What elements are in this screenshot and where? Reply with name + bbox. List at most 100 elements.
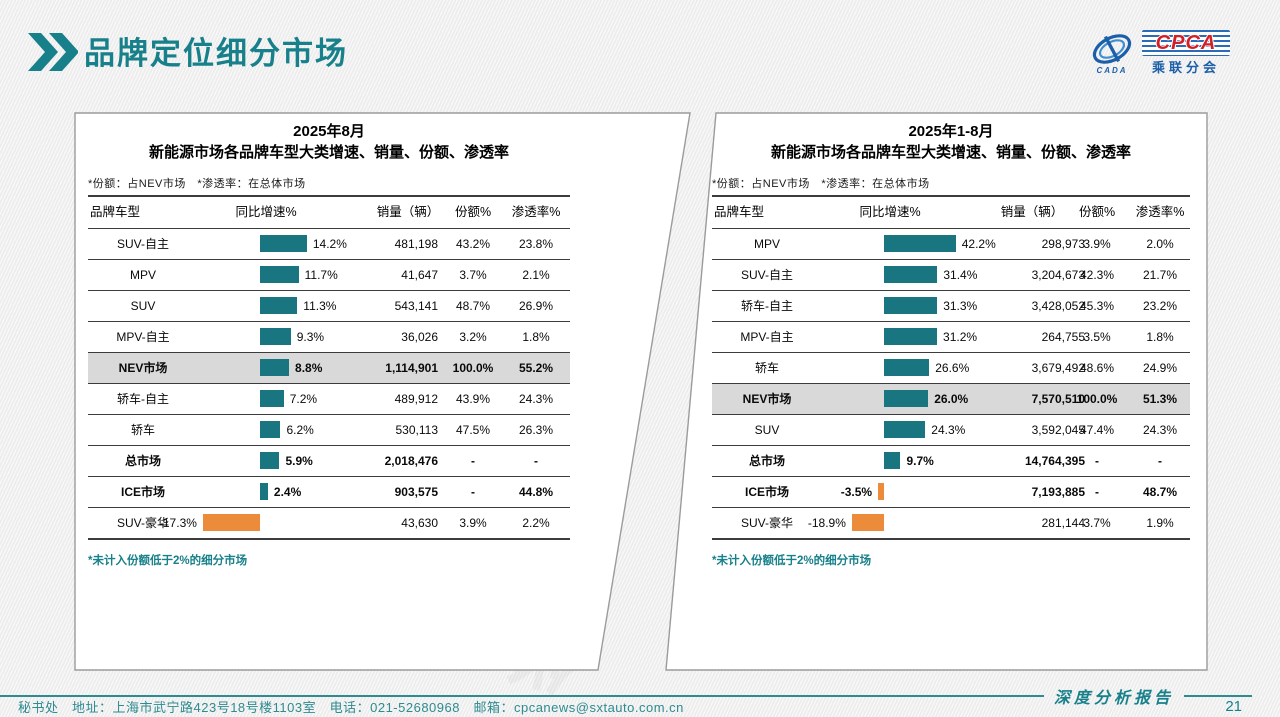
growth-bar [260, 266, 299, 283]
growth-bar [884, 297, 938, 314]
table-row: SUV 24.3% 3,592,045 47.4% 24.3% [712, 415, 1190, 446]
sales-value: 14,764,395 [1024, 454, 1085, 468]
table-title: 2025年8月 新能源市场各品牌车型大类增速、销量、份额、渗透率 [88, 121, 570, 163]
growth-value: 5.9% [285, 454, 313, 468]
table-row: 轿车 6.2% 530,113 47.5% 26.3% [88, 415, 570, 446]
cada-emblem-icon: CADA [1088, 31, 1136, 75]
table-row: ICE市场 -3.5% 7,193,885- 48.7% [712, 477, 1190, 508]
growth-bar [260, 328, 291, 345]
table-footnote: *未计入份额低于2%的细分市场 [712, 555, 872, 567]
growth-value: -3.5% [840, 485, 873, 499]
share-value: 48.6% [1079, 361, 1115, 375]
col-header-share: 份额% [454, 205, 492, 219]
growth-value: 14.2% [312, 237, 347, 251]
penetration-value: 26.9% [518, 299, 554, 313]
row-label: 轿车-自主 [741, 299, 793, 313]
table-title-line1: 2025年8月 [293, 123, 365, 140]
penetration-value: 23.8% [518, 237, 554, 251]
growth-value: 11.3% [303, 299, 337, 313]
growth-bar [884, 452, 901, 469]
table-row: NEV市场 26.0% 7,570,510 100.0% 51.3% [712, 384, 1190, 415]
row-label: SUV-自主 [116, 237, 169, 251]
growth-value: 11.7% [304, 268, 338, 282]
row-label: MPV [129, 268, 156, 282]
row-label: 总市场 [748, 454, 785, 468]
sales-value: 481,198 [394, 237, 438, 251]
share-value: 47.5% [455, 423, 491, 437]
table-row: 轿车-自主 7.2% 489,912 43.9% 24.3% [88, 384, 570, 415]
table-note: *份额：占NEV市场 *渗透率：在总体市场 [88, 178, 306, 190]
penetration-value: 55.2% [518, 361, 554, 375]
table-row: SUV-自主 31.4% 3,204,673 42.3% 21.7% [712, 260, 1190, 291]
growth-bar [884, 390, 929, 407]
report-type-label: 深度分析报告 [1053, 690, 1174, 707]
sales-value: 7,193,885 [1031, 485, 1085, 499]
penetration-value: 1.9% [1146, 516, 1174, 530]
table-title-line2: 新能源市场各品牌车型大类增速、销量、份额、渗透率 [148, 144, 509, 161]
sales-value: 530,113 [395, 423, 439, 437]
growth-value: -18.9% [807, 516, 846, 530]
growth-value: 31.4% [943, 268, 978, 282]
share-value: 100.0% [1076, 392, 1118, 406]
share-value: 43.9% [455, 392, 491, 406]
sales-value: 298,973 [1041, 237, 1085, 251]
col-header-share: 份额% [1078, 205, 1116, 219]
growth-value: 26.6% [935, 361, 970, 375]
table-row: SUV-自主 14.2% 481,198 43.2% 23.8% [88, 229, 570, 260]
growth-value: 9.7% [906, 454, 934, 468]
cpca-logo: CADA CPCA 乘联分会 [1088, 26, 1230, 80]
table-row: SUV 11.3% 543,141 48.7% 26.9% [88, 291, 570, 322]
growth-bar [884, 359, 930, 376]
cpca-wordmark: CPCA [1142, 30, 1230, 56]
growth-bar [884, 266, 938, 283]
share-value: - [471, 485, 475, 499]
sales-value: 903,575 [394, 485, 438, 499]
growth-bar [884, 421, 926, 438]
table-footnote: *未计入份额低于2%的细分市场 [88, 555, 248, 567]
col-header-brand: 品牌车型 [714, 205, 765, 219]
row-label: SUV-豪华 [116, 516, 169, 530]
col-header-penetration: 渗透率% [511, 205, 561, 219]
share-value: 3.9% [459, 516, 487, 530]
col-header-sales: 销量（辆） [1000, 205, 1064, 219]
row-label: 总市场 [124, 454, 161, 468]
page-number: 21 [1225, 698, 1242, 715]
growth-value: 31.2% [943, 330, 978, 344]
row-label: SUV [130, 299, 156, 313]
row-label: NEV市场 [118, 361, 168, 375]
row-label: MPV-自主 [740, 330, 794, 344]
penetration-value: 24.9% [1142, 361, 1178, 375]
table-row: MPV-自主 31.2% 264,755 3.5% 1.8% [712, 322, 1190, 353]
growth-value: 2.4% [273, 485, 302, 499]
penetration-value: 24.3% [1142, 423, 1178, 437]
penetration-value: 26.3% [518, 423, 554, 437]
table-rows: SUV-自主 14.2% 481,198 43.2% 23.8% MPV 11.7% 41,6… [88, 229, 570, 540]
sales-value: 3,204,673 [1031, 268, 1085, 282]
table-title: 2025年1-8月 新能源市场各品牌车型大类增速、销量、份额、渗透率 [712, 121, 1190, 163]
footer-contact: 秘书处 地址：上海市武宁路423号18号楼1103室 电话：021-526809… [18, 700, 684, 715]
cpca-branch-name: 乘联分会 [1151, 60, 1220, 75]
sales-value: 3,592,045 [1031, 423, 1085, 437]
share-value: 3.9% [1083, 237, 1111, 251]
growth-value: 6.2% [286, 423, 314, 437]
row-label: 轿车-自主 [117, 392, 169, 406]
growth-bar [878, 483, 884, 500]
table-row: ICE市场 2.4% 903,575 - 44.8% [88, 477, 570, 508]
sales-value: 36,026 [401, 330, 438, 344]
growth-value: 9.3% [296, 330, 325, 344]
data-table: 品牌车型 同比增速% 销量（辆） 份额% 渗透率% MPV 42.2% 298,97… [712, 195, 1190, 540]
table-row: MPV 11.7% 41,647 3.7% 2.1% [88, 260, 570, 291]
col-header-growth: 同比增速% [859, 205, 921, 219]
penetration-value: 2.1% [522, 268, 550, 282]
page-title: 品牌定位细分市场 [84, 36, 348, 71]
table-note: *份额：占NEV市场 *渗透率：在总体市场 [712, 178, 930, 190]
penetration-value: 23.2% [1142, 299, 1178, 313]
growth-bar [260, 235, 307, 252]
row-label: ICE市场 [120, 485, 165, 499]
data-table: 品牌车型 同比增速% 销量（辆） 份额% 渗透率% SUV-自主 14.2% 481… [88, 195, 570, 540]
growth-value: 7.2% [289, 392, 318, 406]
penetration-value: - [1158, 454, 1162, 468]
growth-bar [260, 390, 284, 407]
col-header-growth: 同比增速% [235, 205, 297, 219]
penetration-value: 24.3% [518, 392, 554, 406]
